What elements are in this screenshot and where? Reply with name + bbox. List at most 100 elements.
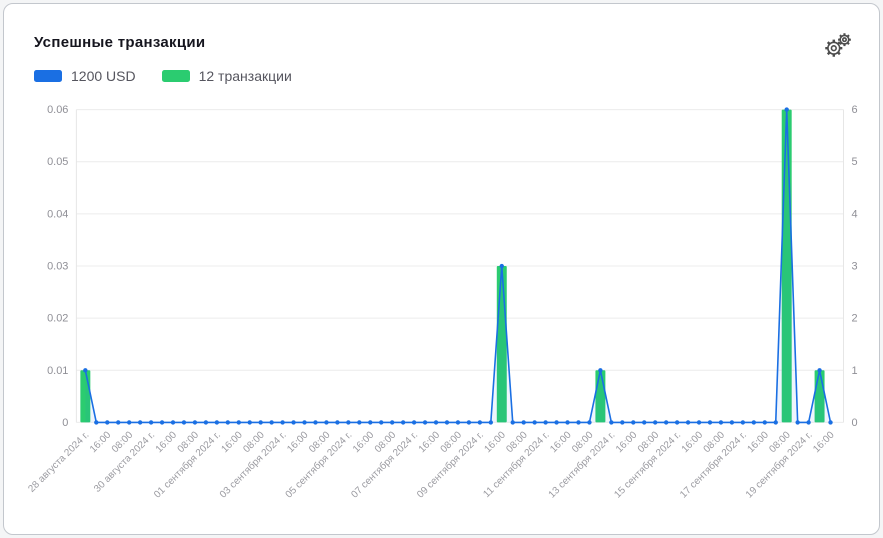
data-point[interactable] (609, 420, 614, 425)
data-point[interactable] (773, 420, 778, 425)
data-point[interactable] (466, 420, 472, 425)
x-axis-tick-label: 16:00 (154, 429, 180, 455)
data-point[interactable] (236, 420, 241, 425)
data-point[interactable] (565, 420, 570, 425)
data-point[interactable] (280, 420, 285, 425)
x-axis-tick-label: 28 августа 2024 г. (26, 430, 91, 495)
data-point[interactable] (817, 368, 822, 373)
data-point[interactable] (598, 368, 603, 373)
x-axis-tick-label: 16:00 (811, 429, 837, 455)
transactions-chart-card: 0 0 0.01 1 0.02 2 0.03 3 0.04 4 0.05 5 0.06 6 28 авгус… (3, 3, 880, 535)
legend-item-usd[interactable]: 1200 USD (34, 68, 136, 84)
data-point[interactable] (642, 420, 647, 425)
left-axis-tick-label: 0 (62, 417, 68, 429)
left-axis-tick-label: 0.06 (47, 104, 68, 116)
data-point[interactable] (762, 420, 767, 425)
data-point[interactable] (631, 420, 636, 425)
data-point[interactable] (291, 420, 296, 425)
data-point[interactable] (653, 420, 658, 425)
data-point[interactable] (313, 420, 318, 425)
data-point[interactable] (126, 420, 132, 425)
data-point[interactable] (488, 420, 494, 425)
x-axis-tick-label: 16:00 (88, 429, 114, 455)
data-point[interactable] (795, 420, 800, 425)
data-point[interactable] (411, 420, 417, 425)
x-axis-tick-label: 16:00 (219, 429, 245, 455)
left-axis-tick-label: 0.04 (47, 208, 68, 220)
data-point[interactable] (696, 420, 702, 425)
data-point[interactable] (828, 420, 833, 425)
data-point[interactable] (335, 420, 340, 425)
x-axis-tick-label: 16:00 (614, 429, 640, 455)
chart-canvas[interactable]: 0 0 0.01 1 0.02 2 0.03 3 0.04 4 0.05 5 0.06 6 28 авгус… (4, 4, 879, 534)
data-point[interactable] (214, 420, 220, 425)
data-point[interactable] (400, 420, 406, 425)
data-point[interactable] (247, 420, 252, 425)
data-point[interactable] (422, 420, 428, 425)
data-point[interactable] (718, 420, 724, 425)
data-point[interactable] (83, 368, 88, 373)
x-axis-tick-label: 16:00 (548, 429, 574, 455)
data-point[interactable] (499, 263, 504, 269)
data-point[interactable] (105, 420, 110, 425)
left-axis-tick-label: 0.03 (47, 260, 68, 272)
data-point[interactable] (707, 420, 713, 425)
right-axis-tick-label: 3 (851, 260, 857, 272)
right-axis-tick-label: 2 (851, 313, 857, 325)
data-point[interactable] (620, 420, 625, 425)
data-point[interactable] (203, 420, 209, 425)
data-point[interactable] (170, 420, 176, 425)
legend-label-usd: 1200 USD (71, 68, 136, 84)
data-point[interactable] (543, 420, 548, 425)
legend-item-transactions[interactable]: 12 транзакции (161, 68, 292, 84)
data-point[interactable] (225, 420, 230, 425)
left-axis-tick-label: 0.01 (47, 365, 68, 377)
data-point[interactable] (685, 420, 691, 425)
x-axis-tick-label: 16:00 (417, 429, 443, 455)
data-point[interactable] (663, 420, 669, 425)
data-point[interactable] (587, 420, 592, 425)
data-point[interactable] (674, 420, 680, 425)
data-point[interactable] (269, 420, 274, 425)
legend-label-transactions: 12 транзакции (198, 68, 292, 84)
data-point[interactable] (806, 420, 811, 425)
data-point[interactable] (181, 420, 187, 425)
right-axis-tick-label: 5 (851, 156, 857, 168)
data-point[interactable] (477, 420, 483, 425)
data-point[interactable] (368, 420, 373, 425)
data-point[interactable] (379, 420, 384, 425)
gear-icon (825, 33, 851, 57)
data-point[interactable] (192, 420, 198, 425)
data-point[interactable] (751, 420, 757, 425)
chart-legend: 1200 USD 12 транзакции (34, 68, 292, 84)
data-point[interactable] (116, 420, 121, 425)
settings-gears-icon[interactable] (821, 31, 853, 59)
data-point[interactable] (510, 420, 515, 425)
right-axis-tick-label: 0 (851, 417, 857, 429)
data-point[interactable] (784, 107, 789, 112)
right-axis-tick-label: 1 (851, 365, 857, 377)
left-axis-tick-label: 0.02 (47, 313, 68, 325)
data-point[interactable] (521, 420, 526, 425)
data-point[interactable] (554, 420, 559, 425)
right-axis-tick-label: 6 (851, 104, 857, 116)
right-axis-tick-label: 4 (851, 208, 857, 220)
data-point[interactable] (346, 420, 351, 425)
data-point[interactable] (258, 420, 263, 425)
data-point[interactable] (159, 420, 165, 425)
data-point[interactable] (729, 420, 735, 425)
data-point[interactable] (94, 420, 99, 425)
data-point[interactable] (576, 420, 581, 425)
data-point[interactable] (455, 420, 461, 425)
data-point[interactable] (357, 420, 362, 425)
x-axis-tick-label: 16:00 (745, 429, 771, 455)
data-point[interactable] (532, 420, 537, 425)
data-point[interactable] (324, 420, 329, 425)
data-point[interactable] (444, 420, 450, 425)
data-point[interactable] (740, 420, 746, 425)
data-point[interactable] (302, 420, 307, 425)
data-point[interactable] (389, 420, 395, 425)
data-point[interactable] (433, 420, 439, 425)
data-point[interactable] (148, 420, 154, 425)
data-point[interactable] (137, 420, 143, 425)
